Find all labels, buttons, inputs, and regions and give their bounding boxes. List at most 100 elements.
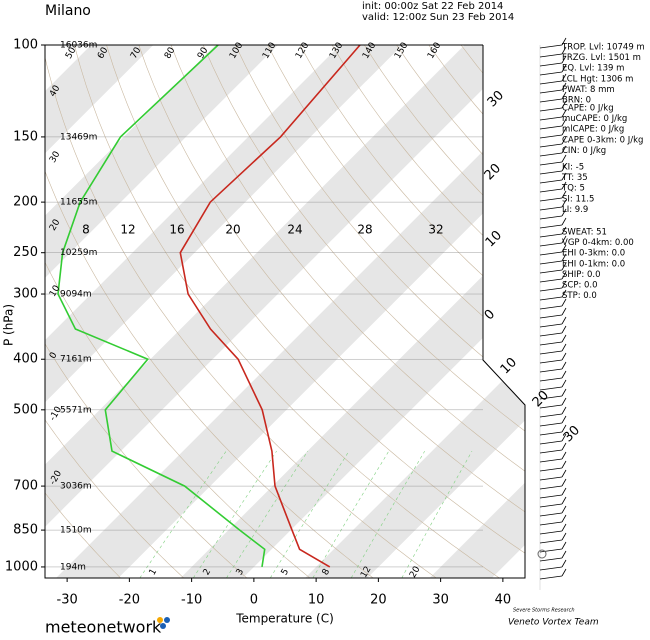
moist-adiabat-label: 10 xyxy=(498,355,520,377)
wind-barb xyxy=(561,343,567,352)
dry-adiabat xyxy=(45,45,247,578)
wind-barb xyxy=(539,305,563,310)
mixing-ratio-label: 12 xyxy=(359,565,373,580)
mixing-ratio-label: 8 xyxy=(321,567,333,577)
height-label: 1510m xyxy=(60,526,92,536)
index-text: CIN: 0 J/kg xyxy=(562,146,606,156)
wind-barb xyxy=(561,64,567,73)
moist-adiabat-label: 30 xyxy=(561,423,583,445)
wind-barb xyxy=(561,559,567,568)
wind-barb xyxy=(539,368,563,373)
init-time: init: 00:00z Sat 22 Feb 2014 xyxy=(362,1,503,12)
height-label: 16036m xyxy=(60,41,97,51)
logo: meteonetwork xyxy=(45,618,162,637)
mixing-ratio-line xyxy=(193,450,277,578)
wind-barb xyxy=(561,271,567,280)
wind-barb xyxy=(539,530,563,535)
wind-barb xyxy=(561,244,567,253)
wind-barb xyxy=(539,413,563,418)
wind-barb xyxy=(561,208,567,217)
wind-barb xyxy=(561,541,567,550)
wind-barb xyxy=(561,280,567,289)
wind-barb xyxy=(561,136,567,145)
dry-adiabat xyxy=(45,45,121,578)
wind-barb xyxy=(539,359,563,364)
wind-barb xyxy=(539,377,563,382)
wind-panel xyxy=(537,37,567,590)
wind-barb xyxy=(539,197,563,202)
dewpoint-line xyxy=(57,45,266,568)
mixing-ratio-label: 24 xyxy=(287,223,302,237)
team-subtitle: Severe Storms Research xyxy=(513,608,575,614)
wind-barb xyxy=(561,379,567,388)
wind-barb xyxy=(561,181,567,190)
wind-barb xyxy=(561,262,567,271)
wind-barb xyxy=(539,53,563,58)
isotherm-band xyxy=(45,45,278,578)
mixing-ratio-line xyxy=(270,450,350,578)
wind-barb xyxy=(561,325,567,334)
wind-barb xyxy=(561,352,567,361)
wind-barb xyxy=(539,467,563,472)
index-text: SHIP: 0.0 xyxy=(562,270,601,280)
wind-barb xyxy=(561,289,567,298)
dry-adiabat xyxy=(45,45,374,578)
wind-barb xyxy=(561,469,567,478)
wind-barb xyxy=(539,503,563,508)
wind-barb xyxy=(539,566,563,571)
wind-barb xyxy=(561,334,567,343)
wind-barb xyxy=(539,296,563,301)
wind-barb xyxy=(539,89,563,94)
theta-label: 110 xyxy=(261,41,278,61)
dry-adiabat xyxy=(106,45,525,578)
wind-barb xyxy=(539,116,563,121)
wind-barb xyxy=(561,235,567,244)
mixing-ratio-label: 32 xyxy=(428,223,443,237)
x-axis-label: Temperature (C) xyxy=(235,612,334,626)
wind-barb xyxy=(561,163,567,172)
logo-dot xyxy=(160,623,166,629)
x-tick-label: 0 xyxy=(250,593,258,608)
wind-barb xyxy=(561,415,567,424)
wind-barb xyxy=(539,341,563,346)
temperature-line xyxy=(179,45,361,568)
y-tick-label: 250 xyxy=(13,245,38,260)
wind-barb xyxy=(561,523,567,532)
index-text: SWEAT: 51 xyxy=(562,228,607,238)
wind-barb xyxy=(539,314,563,319)
wind-barb xyxy=(561,514,567,523)
wind-barb xyxy=(539,233,563,238)
wind-barb xyxy=(561,568,567,577)
wind-barb xyxy=(539,287,563,292)
index-text: STP: 0.0 xyxy=(562,291,597,301)
index-text: TROP. Lvl: 10749 m xyxy=(561,43,645,53)
wind-barb xyxy=(561,37,567,46)
wind-barb xyxy=(539,215,563,220)
height-label: 3036m xyxy=(60,482,92,492)
dry-adiabat xyxy=(202,45,525,578)
wind-barb xyxy=(561,487,567,496)
x-tick-label: 40 xyxy=(495,593,512,608)
height-label: 13469m xyxy=(60,132,97,142)
mixing-ratio-line xyxy=(350,450,425,578)
wind-barb xyxy=(561,91,567,100)
wind-barb xyxy=(539,143,563,148)
y-tick-label: 1000 xyxy=(5,559,38,574)
index-text: TT: 35 xyxy=(561,173,588,183)
wind-barb xyxy=(561,406,567,415)
index-text: FRZG. Lvl: 1501 m xyxy=(562,53,641,63)
index-text: KI: -5 xyxy=(562,163,584,173)
wind-barb xyxy=(539,548,563,553)
y-tick-label: 150 xyxy=(13,129,38,144)
wind-barb xyxy=(539,44,563,49)
wind-barb xyxy=(561,154,567,163)
x-tick-label: 30 xyxy=(432,593,449,608)
mixing-ratio-label: 28 xyxy=(357,223,372,237)
x-tick-label: 10 xyxy=(308,593,325,608)
wind-barb xyxy=(539,71,563,76)
index-text: muCAPE: 0 J/kg xyxy=(562,114,627,124)
index-text: mlCAPE: 0 J/kg xyxy=(562,125,624,135)
wind-barb xyxy=(539,323,563,328)
index-text: TQ: 5 xyxy=(561,184,585,194)
